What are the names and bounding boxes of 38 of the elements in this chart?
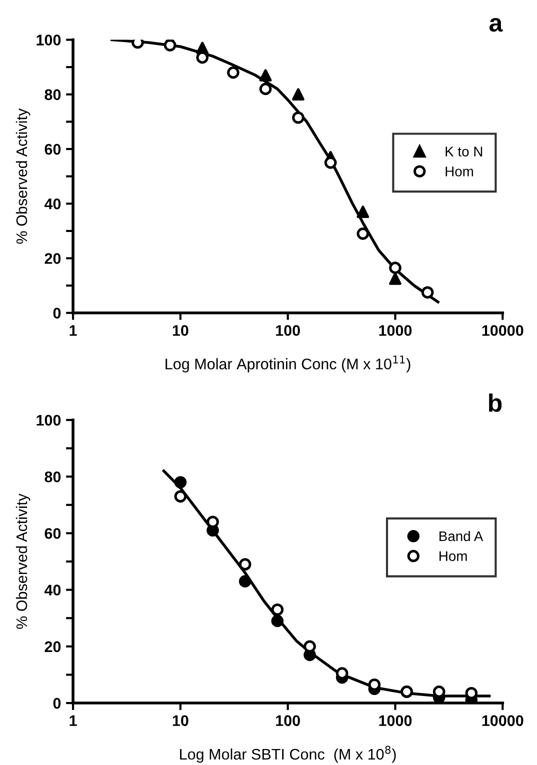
x-axis-title: Log Molar SBTI Conc (M x 10$^{8}$): [180, 746, 396, 763]
y-axis-title: % Observed Activity: [16, 108, 30, 244]
y-tick-label: 40: [44, 584, 61, 596]
x-tick-label: 1000: [379, 325, 412, 336]
legend-label: Band A: [440, 530, 484, 542]
legend-label: Hom: [440, 551, 467, 562]
x-axis-title: Log Molar Aprotinin Conc (M x 10$^{11}$): [166, 356, 410, 372]
y-tick-label: 80: [44, 89, 61, 100]
chart-title: b: [489, 394, 502, 412]
x-tick-label: 1000: [379, 715, 412, 726]
y-tick-label: 20: [44, 253, 61, 264]
x-tick-label: 10000: [482, 715, 524, 726]
y-tick-label: 60: [44, 144, 61, 155]
x-tick-label: 100: [276, 715, 300, 726]
legend-label: Hom: [446, 166, 473, 176]
point: [174, 490, 187, 503]
legend-label: K to N: [446, 146, 482, 156]
x-tick-label: 100: [276, 325, 300, 336]
x-tick-label: 10: [172, 325, 188, 336]
y-tick-label: 40: [44, 198, 61, 210]
y-tick-label: 20: [44, 641, 61, 652]
y-tick-label: 100: [36, 34, 61, 46]
y-tick-label: 0: [53, 308, 61, 319]
point: [238, 558, 252, 570]
point: [174, 476, 187, 488]
y-axis-title: % Observed Activity: [16, 494, 30, 629]
point: [238, 575, 252, 588]
x-tick-label: 1: [70, 715, 77, 726]
y-tick-label: 60: [44, 528, 61, 539]
y-tick-label: 80: [44, 471, 61, 482]
x-tick-label: 10000: [482, 325, 524, 336]
point: [271, 603, 284, 616]
x-tick-label: 10: [172, 715, 188, 726]
chart-title: a: [489, 18, 503, 32]
y-tick-label: 100: [36, 414, 61, 426]
x-tick-label: 1: [70, 325, 77, 336]
y-tick-label: 0: [53, 698, 61, 709]
point: [271, 614, 284, 628]
